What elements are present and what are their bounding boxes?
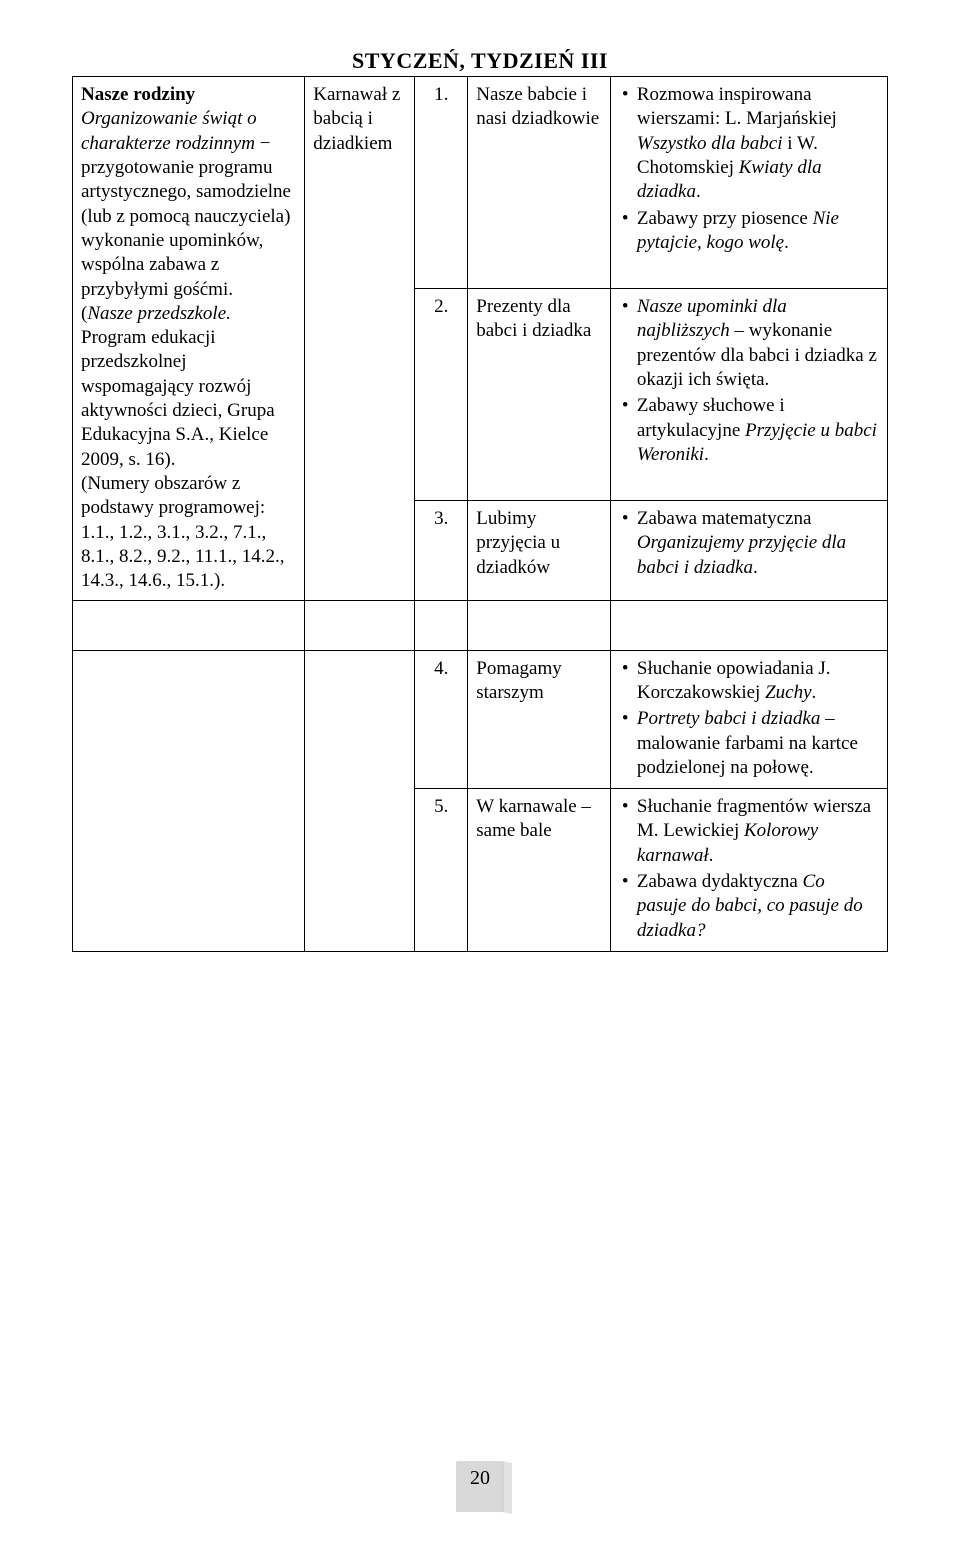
row-num: 2. xyxy=(415,288,468,500)
row-activities: Słuchanie fragmentów wiersza M. Lewickie… xyxy=(610,789,887,952)
row-num: 4. xyxy=(415,650,468,789)
row-num: 1. xyxy=(415,77,468,289)
table-row: 4. Pomagamy starszym Słuchanie opowiadan… xyxy=(73,650,888,789)
txt: . xyxy=(704,444,709,465)
row-num: 3. xyxy=(415,500,468,600)
row-activities: Zabawa matematyczna Organizujemy przyjęc… xyxy=(610,500,887,600)
list-item: Rozmowa inspirowana wierszami: L. Marjań… xyxy=(637,83,879,205)
row-topic: Nasze babcie i nasi dziadkowie xyxy=(468,77,611,289)
blank-cell xyxy=(73,650,305,951)
left-para1-italic: Organizowanie świąt o charakterze rodzin… xyxy=(81,108,257,153)
row-topic: W karnawale – same bale xyxy=(468,789,611,952)
row-activities: Słuchanie opowiadania J. Korczakowskiej … xyxy=(610,650,887,789)
txt-it: Organizujemy przyjęcie dla babci i dziad… xyxy=(637,532,846,577)
week-header: STYCZEŃ, TYDZIEŃ III xyxy=(72,48,888,74)
list-item: Zabawy słuchowe i artykulacyjne Przyjęci… xyxy=(637,394,879,467)
list-item: Słuchanie opowiadania J. Korczakowskiej … xyxy=(637,657,879,706)
row-num: 5. xyxy=(415,789,468,952)
list-item: Słuchanie fragmentów wiersza M. Lewickie… xyxy=(637,795,879,868)
blank-cell xyxy=(610,600,887,650)
left-para2-rest: Program edukacji przedszkolnej wspomagaj… xyxy=(81,327,275,470)
list-item: Portrety babci i dziadka – malowanie far… xyxy=(637,707,879,780)
list-item: Nasze upominki dla najbliższych – wykona… xyxy=(637,295,879,392)
left-title: Nasze rodziny xyxy=(81,84,195,105)
txt: . xyxy=(812,682,817,703)
plan-table: Nasze rodziny Organizowanie świąt o char… xyxy=(72,76,888,952)
list-item: Zabawy przy piosence Nie pytajcie, kogo … xyxy=(637,207,879,256)
txt: Zabawy przy piosence xyxy=(637,208,813,229)
blank-cell xyxy=(73,600,305,650)
row-activities: Nasze upominki dla najbliższych – wykona… xyxy=(610,288,887,500)
left-description: Nasze rodziny Organizowanie świąt o char… xyxy=(73,77,305,601)
row-topic: Lubimy przyjęcia u dziadków xyxy=(468,500,611,600)
row-topic: Prezenty dla babci i dziadka xyxy=(468,288,611,500)
row-topic: Pomagamy starszym xyxy=(468,650,611,789)
list-item: Zabawa matematyczna Organizujemy przyjęc… xyxy=(637,507,879,580)
txt: Zabawa dydaktyczna xyxy=(637,871,803,892)
txt: Rozmowa inspirowana wierszami: L. Marjań… xyxy=(637,84,837,129)
txt: . xyxy=(709,845,714,866)
list-item: Zabawa dydaktyczna Co pasuje do babci, c… xyxy=(637,870,879,943)
table-row: Nasze rodziny Organizowanie świąt o char… xyxy=(73,77,888,289)
page-number: 20 xyxy=(456,1461,504,1512)
txt-it: Wszystko dla babci xyxy=(637,133,783,154)
txt-it: Portrety babci i dziadka xyxy=(637,708,820,729)
txt: . xyxy=(784,232,789,253)
blank-cell xyxy=(305,600,415,650)
blank-cell xyxy=(305,650,415,951)
spacer-row xyxy=(73,600,888,650)
blank-cell xyxy=(415,600,468,650)
left-para1-rest: − przygotowanie programu artystycznego, … xyxy=(81,133,291,300)
txt: Zabawa matematyczna xyxy=(637,508,812,529)
page-footer: 20 xyxy=(0,1461,960,1512)
txt: . xyxy=(696,181,701,202)
blank-cell xyxy=(468,600,611,650)
left-para2-italic: Nasze przedszkole. xyxy=(87,303,231,324)
txt-it: Zuchy xyxy=(765,682,811,703)
theme-cell: Karnawał z babcią i dziadkiem xyxy=(305,77,415,601)
txt: . xyxy=(753,557,758,578)
left-para3: (Numery obszarów z podstawy programowej:… xyxy=(81,472,296,594)
row-activities: Rozmowa inspirowana wierszami: L. Marjań… xyxy=(610,77,887,289)
